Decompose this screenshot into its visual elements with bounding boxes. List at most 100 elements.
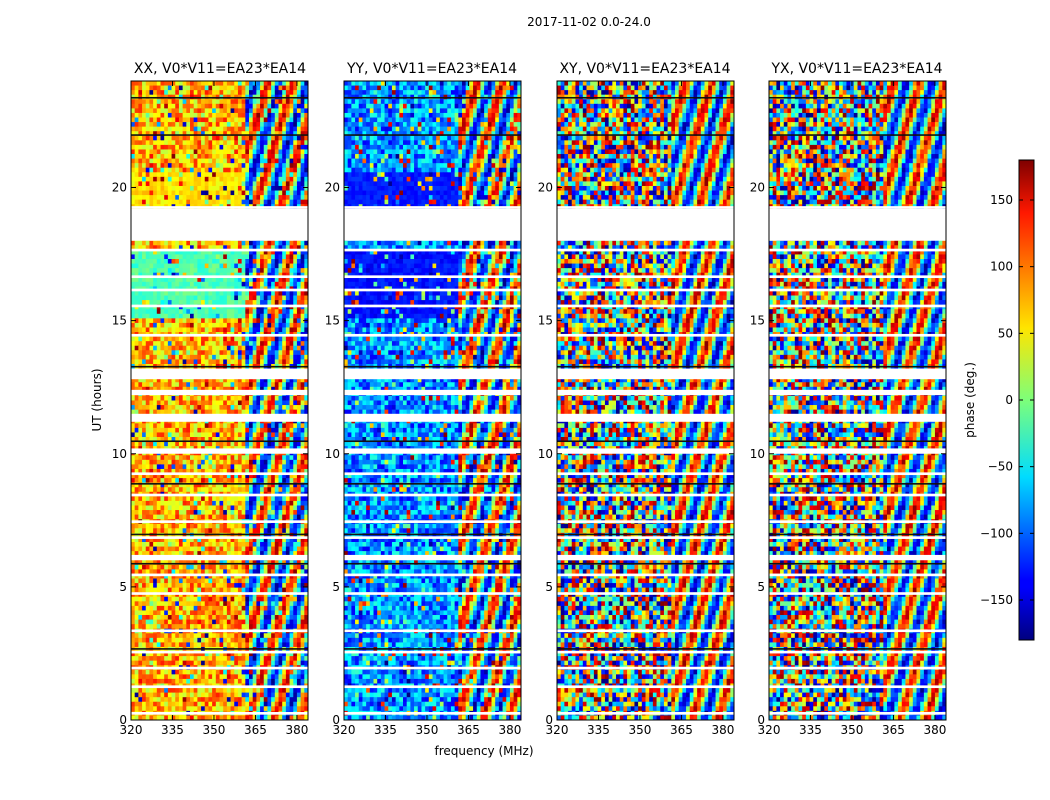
heatmap-cell — [234, 122, 239, 128]
heatmap-cell — [274, 268, 279, 274]
heatmap-cell — [149, 277, 154, 283]
heatmap-cell — [153, 341, 158, 347]
heatmap-cell — [230, 482, 235, 488]
heatmap-cell — [219, 546, 224, 552]
heatmap-cell — [274, 528, 279, 534]
heatmap-cell — [145, 510, 150, 515]
heatmap-cell — [234, 345, 239, 351]
heatmap-cell — [245, 163, 250, 169]
heatmap-cell — [145, 90, 150, 96]
heatmap-cell — [167, 167, 172, 173]
heatmap-cell — [156, 240, 161, 246]
heatmap-cell — [300, 551, 305, 557]
heatmap-cell — [131, 382, 136, 388]
heatmap-cell — [300, 500, 305, 506]
heatmap-cell — [190, 122, 195, 128]
heatmap-cell — [219, 437, 224, 442]
heatmap-cell — [197, 541, 202, 547]
heatmap-cell — [145, 441, 150, 447]
heatmap-cell — [226, 350, 231, 356]
heatmap-cell — [304, 551, 309, 557]
heatmap-cell — [304, 90, 309, 96]
heatmap-cell — [134, 459, 139, 465]
heatmap-cell — [245, 99, 250, 105]
heatmap-cell — [167, 441, 172, 447]
heatmap-cell — [260, 176, 265, 182]
heatmap-cell — [260, 154, 265, 159]
heatmap-cell — [293, 441, 298, 447]
heatmap-cell — [142, 108, 147, 114]
heatmap-cell — [197, 395, 202, 401]
heatmap-cell — [186, 81, 191, 86]
heatmap-cell — [193, 350, 198, 356]
heatmap-cell — [178, 277, 184, 283]
heatmap-cell — [263, 185, 268, 191]
heatmap-cell — [186, 245, 191, 251]
heatmap-cell — [252, 277, 257, 283]
heatmap-cell — [212, 185, 217, 191]
heatmap-cell — [263, 300, 268, 306]
heatmap-cell — [260, 131, 265, 137]
heatmap-cell — [190, 81, 195, 86]
heatmap-cell — [304, 85, 309, 91]
heatmap-cell — [282, 172, 287, 178]
heatmap-cell — [142, 405, 147, 411]
heatmap-cell — [300, 154, 305, 159]
heatmap-cell — [304, 254, 309, 260]
heatmap-cell — [131, 240, 136, 246]
heatmap-cell — [282, 537, 287, 543]
heatmap-cell — [145, 112, 150, 118]
heatmap-cell — [175, 259, 180, 264]
heatmap-cell — [182, 90, 187, 96]
heatmap-cell — [142, 336, 147, 342]
heatmap-cell — [285, 108, 290, 114]
heatmap-cell — [215, 281, 220, 287]
heatmap-cell — [171, 108, 176, 114]
heatmap-cell — [219, 99, 224, 105]
heatmap-cell — [260, 455, 265, 461]
heatmap-cell — [230, 551, 235, 557]
heatmap-cell — [201, 81, 206, 86]
heatmap-cell — [304, 126, 309, 132]
heatmap-cell — [208, 395, 213, 401]
heatmap-cell — [249, 427, 254, 433]
heatmap-cell — [190, 172, 195, 178]
heatmap-cell — [182, 249, 187, 255]
heatmap-cell — [212, 290, 217, 296]
heatmap-cell — [252, 482, 257, 488]
heatmap-cell — [241, 468, 246, 474]
heatmap-cell — [186, 108, 191, 114]
heatmap-cell — [186, 185, 191, 191]
heatmap-cell — [293, 176, 298, 182]
heatmap-cell — [282, 541, 287, 547]
heatmap-cell — [256, 336, 261, 342]
heatmap-cell — [164, 423, 169, 429]
heatmap-cell — [149, 441, 154, 447]
heatmap-cell — [274, 135, 279, 141]
heatmap-cell — [249, 395, 254, 401]
heatmap-cell — [164, 140, 169, 146]
heatmap-cell — [230, 126, 235, 132]
heatmap-cell — [274, 99, 279, 105]
heatmap-cell — [178, 551, 184, 557]
heatmap-cell — [186, 163, 191, 169]
heatmap-cell — [178, 181, 184, 187]
heatmap-cell — [164, 99, 169, 105]
heatmap-cell — [296, 309, 302, 315]
heatmap-cell — [175, 350, 180, 356]
heatmap-cell — [167, 149, 172, 155]
heatmap-cell — [252, 163, 257, 169]
heatmap-cell — [226, 468, 231, 474]
heatmap-cell — [241, 135, 246, 141]
heatmap-cell — [204, 295, 209, 301]
heatmap-cell — [249, 126, 254, 132]
heatmap-cell — [260, 185, 265, 191]
heatmap-cell — [245, 505, 250, 511]
heatmap-cell — [278, 122, 283, 128]
heatmap-cell — [282, 163, 287, 169]
heatmap-cell — [208, 181, 213, 187]
heatmap-cell — [296, 459, 302, 465]
heatmap-cell — [182, 135, 187, 141]
heatmap-cell — [164, 158, 169, 164]
heatmap-cell — [282, 514, 287, 520]
